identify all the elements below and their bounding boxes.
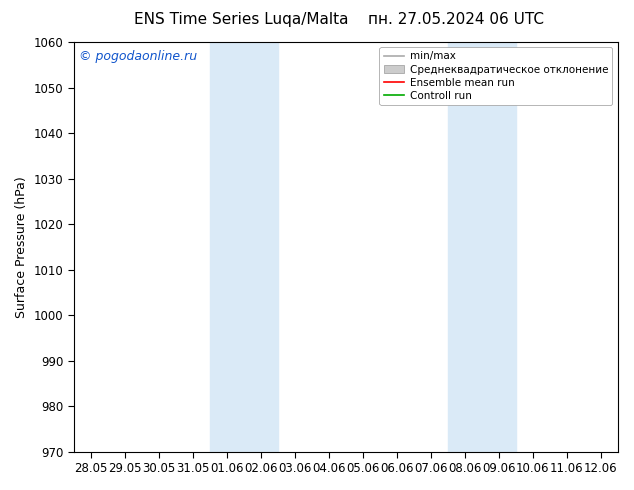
Y-axis label: Surface Pressure (hPa): Surface Pressure (hPa) xyxy=(15,176,28,318)
Legend: min/max, Среднеквадратическое отклонение, Ensemble mean run, Controll run: min/max, Среднеквадратическое отклонение… xyxy=(380,47,612,105)
Text: ENS Time Series Luqa/Malta: ENS Time Series Luqa/Malta xyxy=(134,12,348,27)
Bar xyxy=(448,42,515,452)
Text: пн. 27.05.2024 06 UTC: пн. 27.05.2024 06 UTC xyxy=(368,12,545,27)
Bar xyxy=(210,42,278,452)
Text: © pogodaonline.ru: © pogodaonline.ru xyxy=(79,50,197,63)
